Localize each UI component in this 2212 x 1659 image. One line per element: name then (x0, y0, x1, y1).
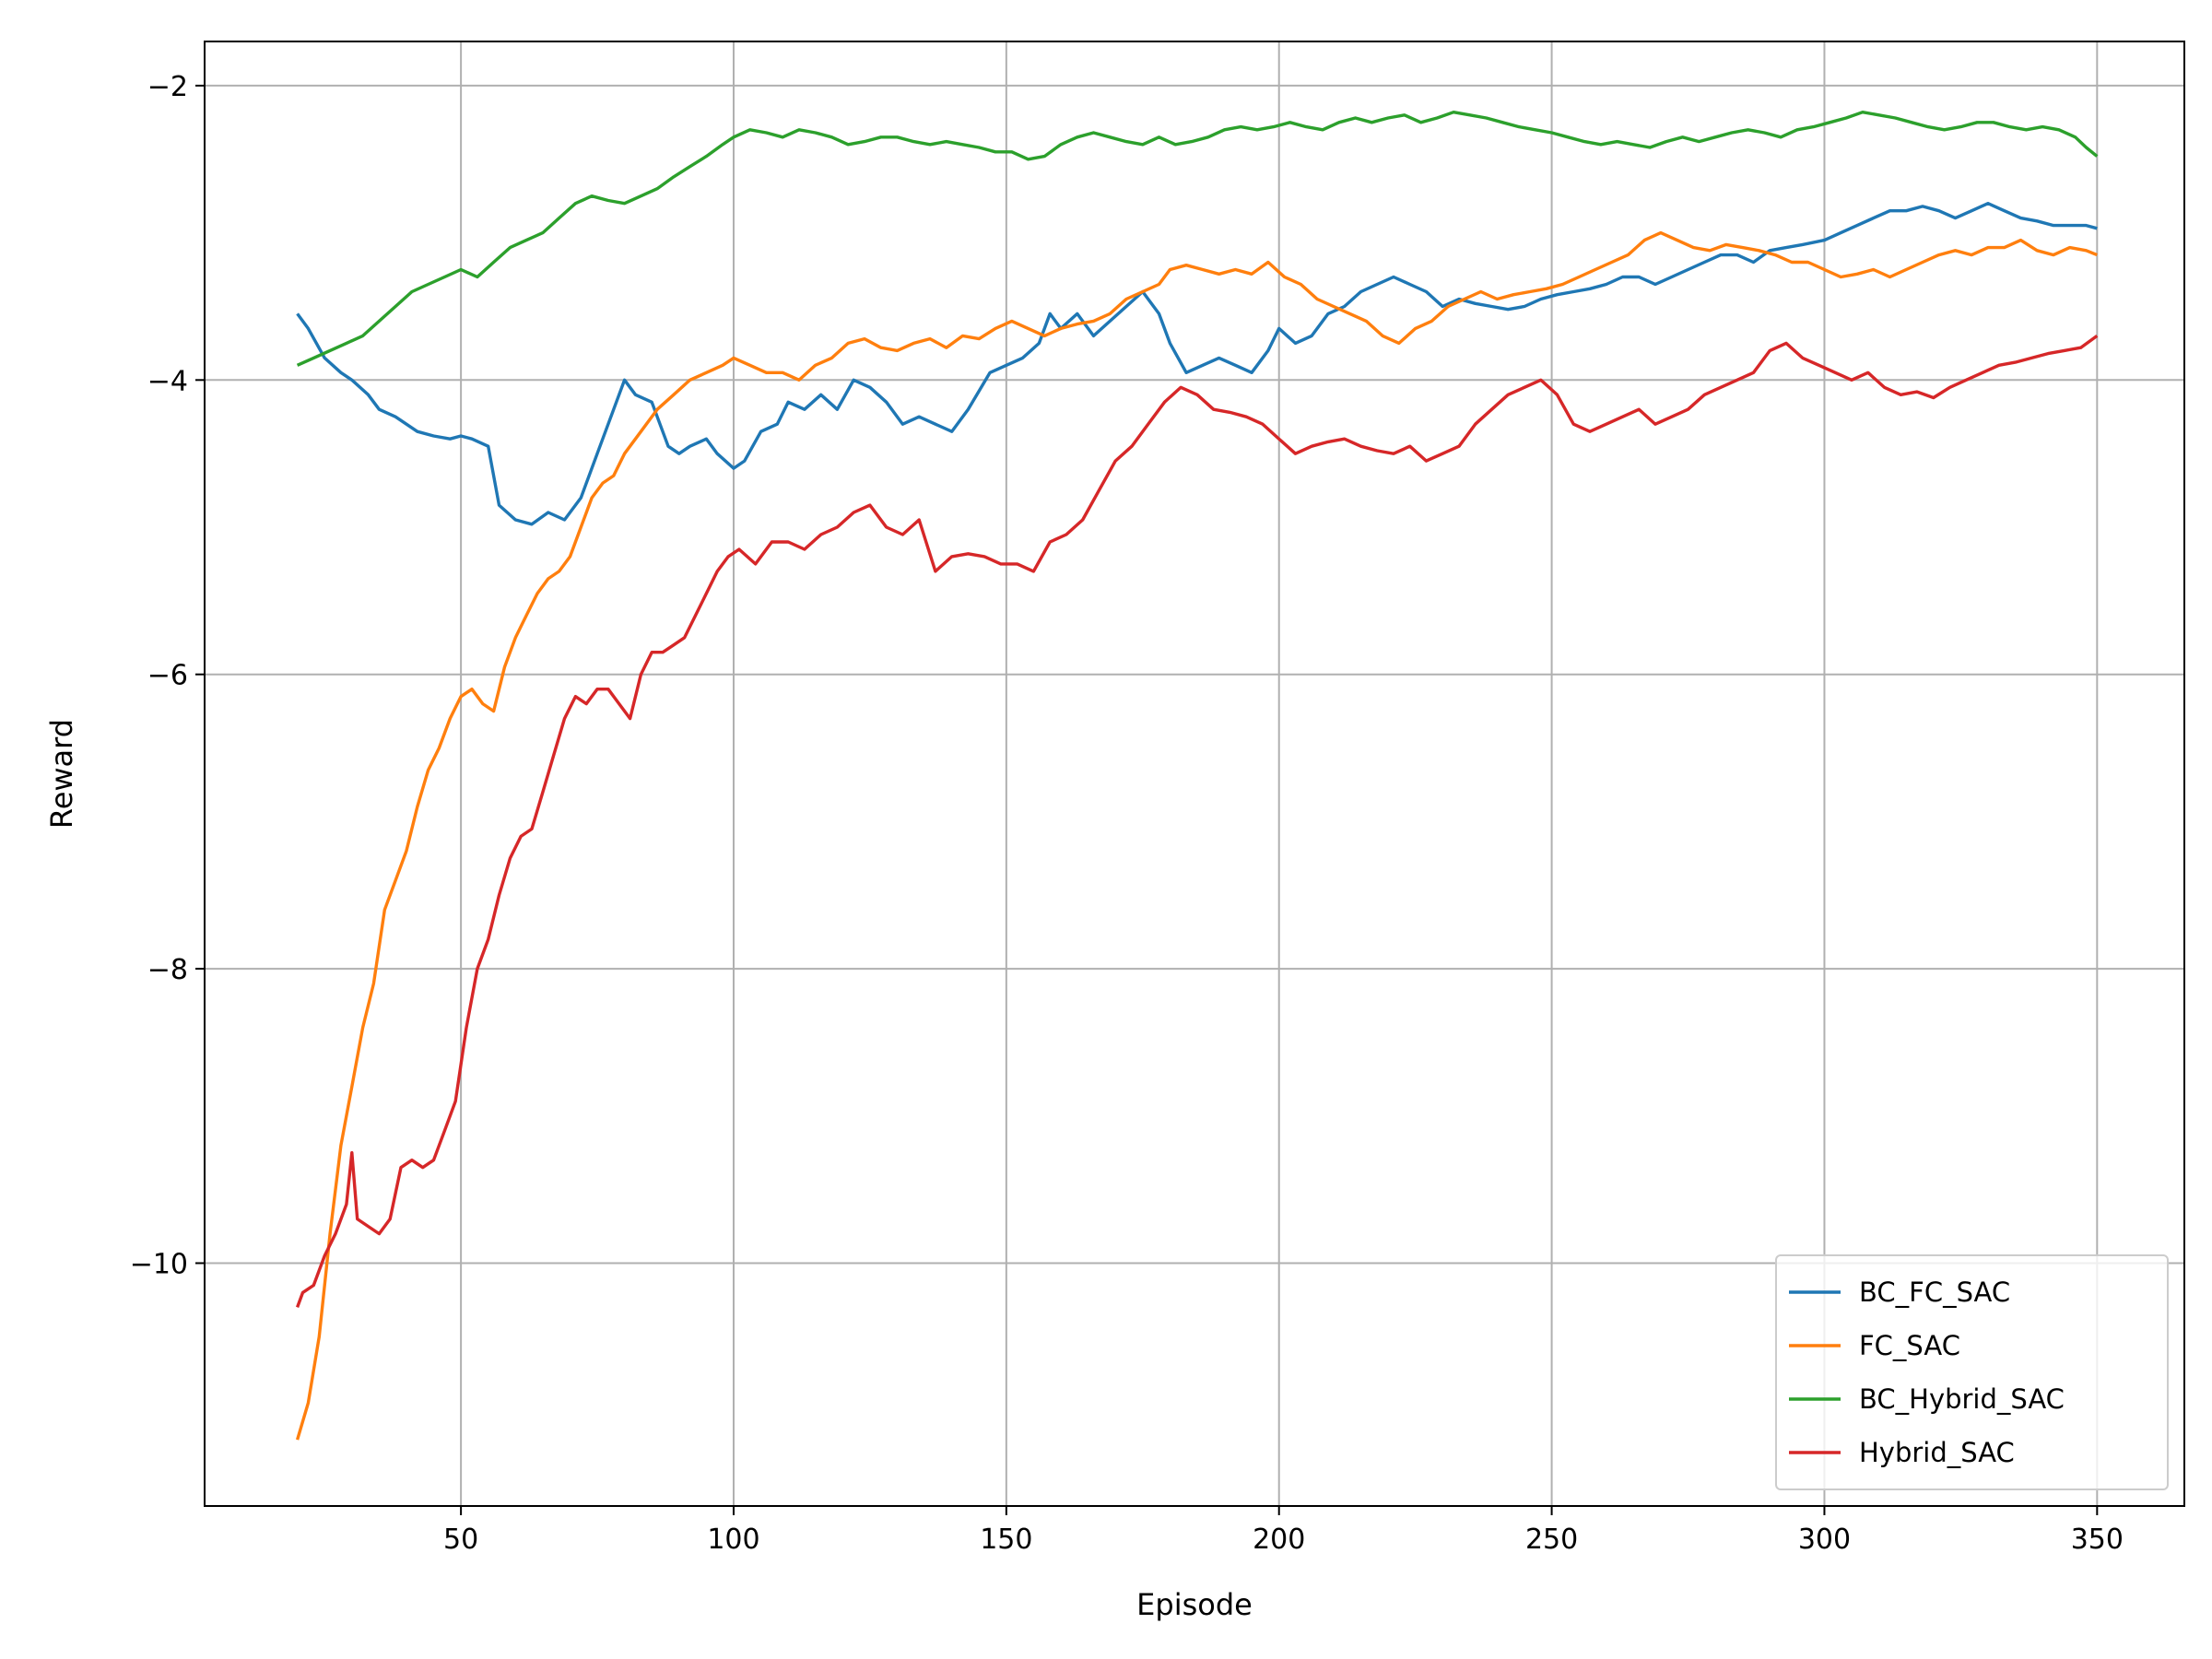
x-axis-label: Episode (1136, 1587, 1253, 1622)
y-tick-label: −4 (147, 365, 188, 397)
y-tick-label: −8 (147, 954, 188, 986)
y-axis-label: Reward (44, 719, 79, 829)
x-tick-label: 50 (443, 1524, 478, 1556)
x-tick-label: 350 (2071, 1524, 2124, 1556)
legend-label: FC_SAC (1859, 1330, 1960, 1361)
series-line-bc-hybrid-sac (296, 110, 2099, 367)
series-line-bc-fc-sac (296, 201, 2098, 526)
y-tick-label: −2 (147, 71, 188, 103)
y-tick-label: −6 (147, 660, 188, 692)
legend-box (1775, 1254, 2169, 1490)
legend-label: Hybrid_SAC (1859, 1437, 2015, 1468)
x-tick-label: 200 (1253, 1524, 1305, 1556)
series-line-hybrid-sac (296, 335, 2099, 1308)
series-lines (295, 110, 2099, 1441)
legend: BC_FC_SAC FC_SAC BC_Hybrid_SAC Hybrid_SAC (1775, 1254, 2169, 1490)
series-line-fc-sac (295, 230, 2098, 1441)
plot-frame (204, 41, 2185, 1507)
x-tick-label: 300 (1798, 1524, 1851, 1556)
x-tick-label: 250 (1525, 1524, 1578, 1556)
y-tick-label: −10 (130, 1248, 188, 1280)
legend-label: BC_Hybrid_SAC (1859, 1383, 2065, 1415)
x-tick-label: 150 (980, 1524, 1032, 1556)
legend-label: BC_FC_SAC (1859, 1277, 2010, 1308)
x-tick-label: 100 (707, 1524, 759, 1556)
axis-ticks: 50 100 150 200 250 300 350 −10 −8 −6 −4 −2 (130, 71, 2124, 1556)
